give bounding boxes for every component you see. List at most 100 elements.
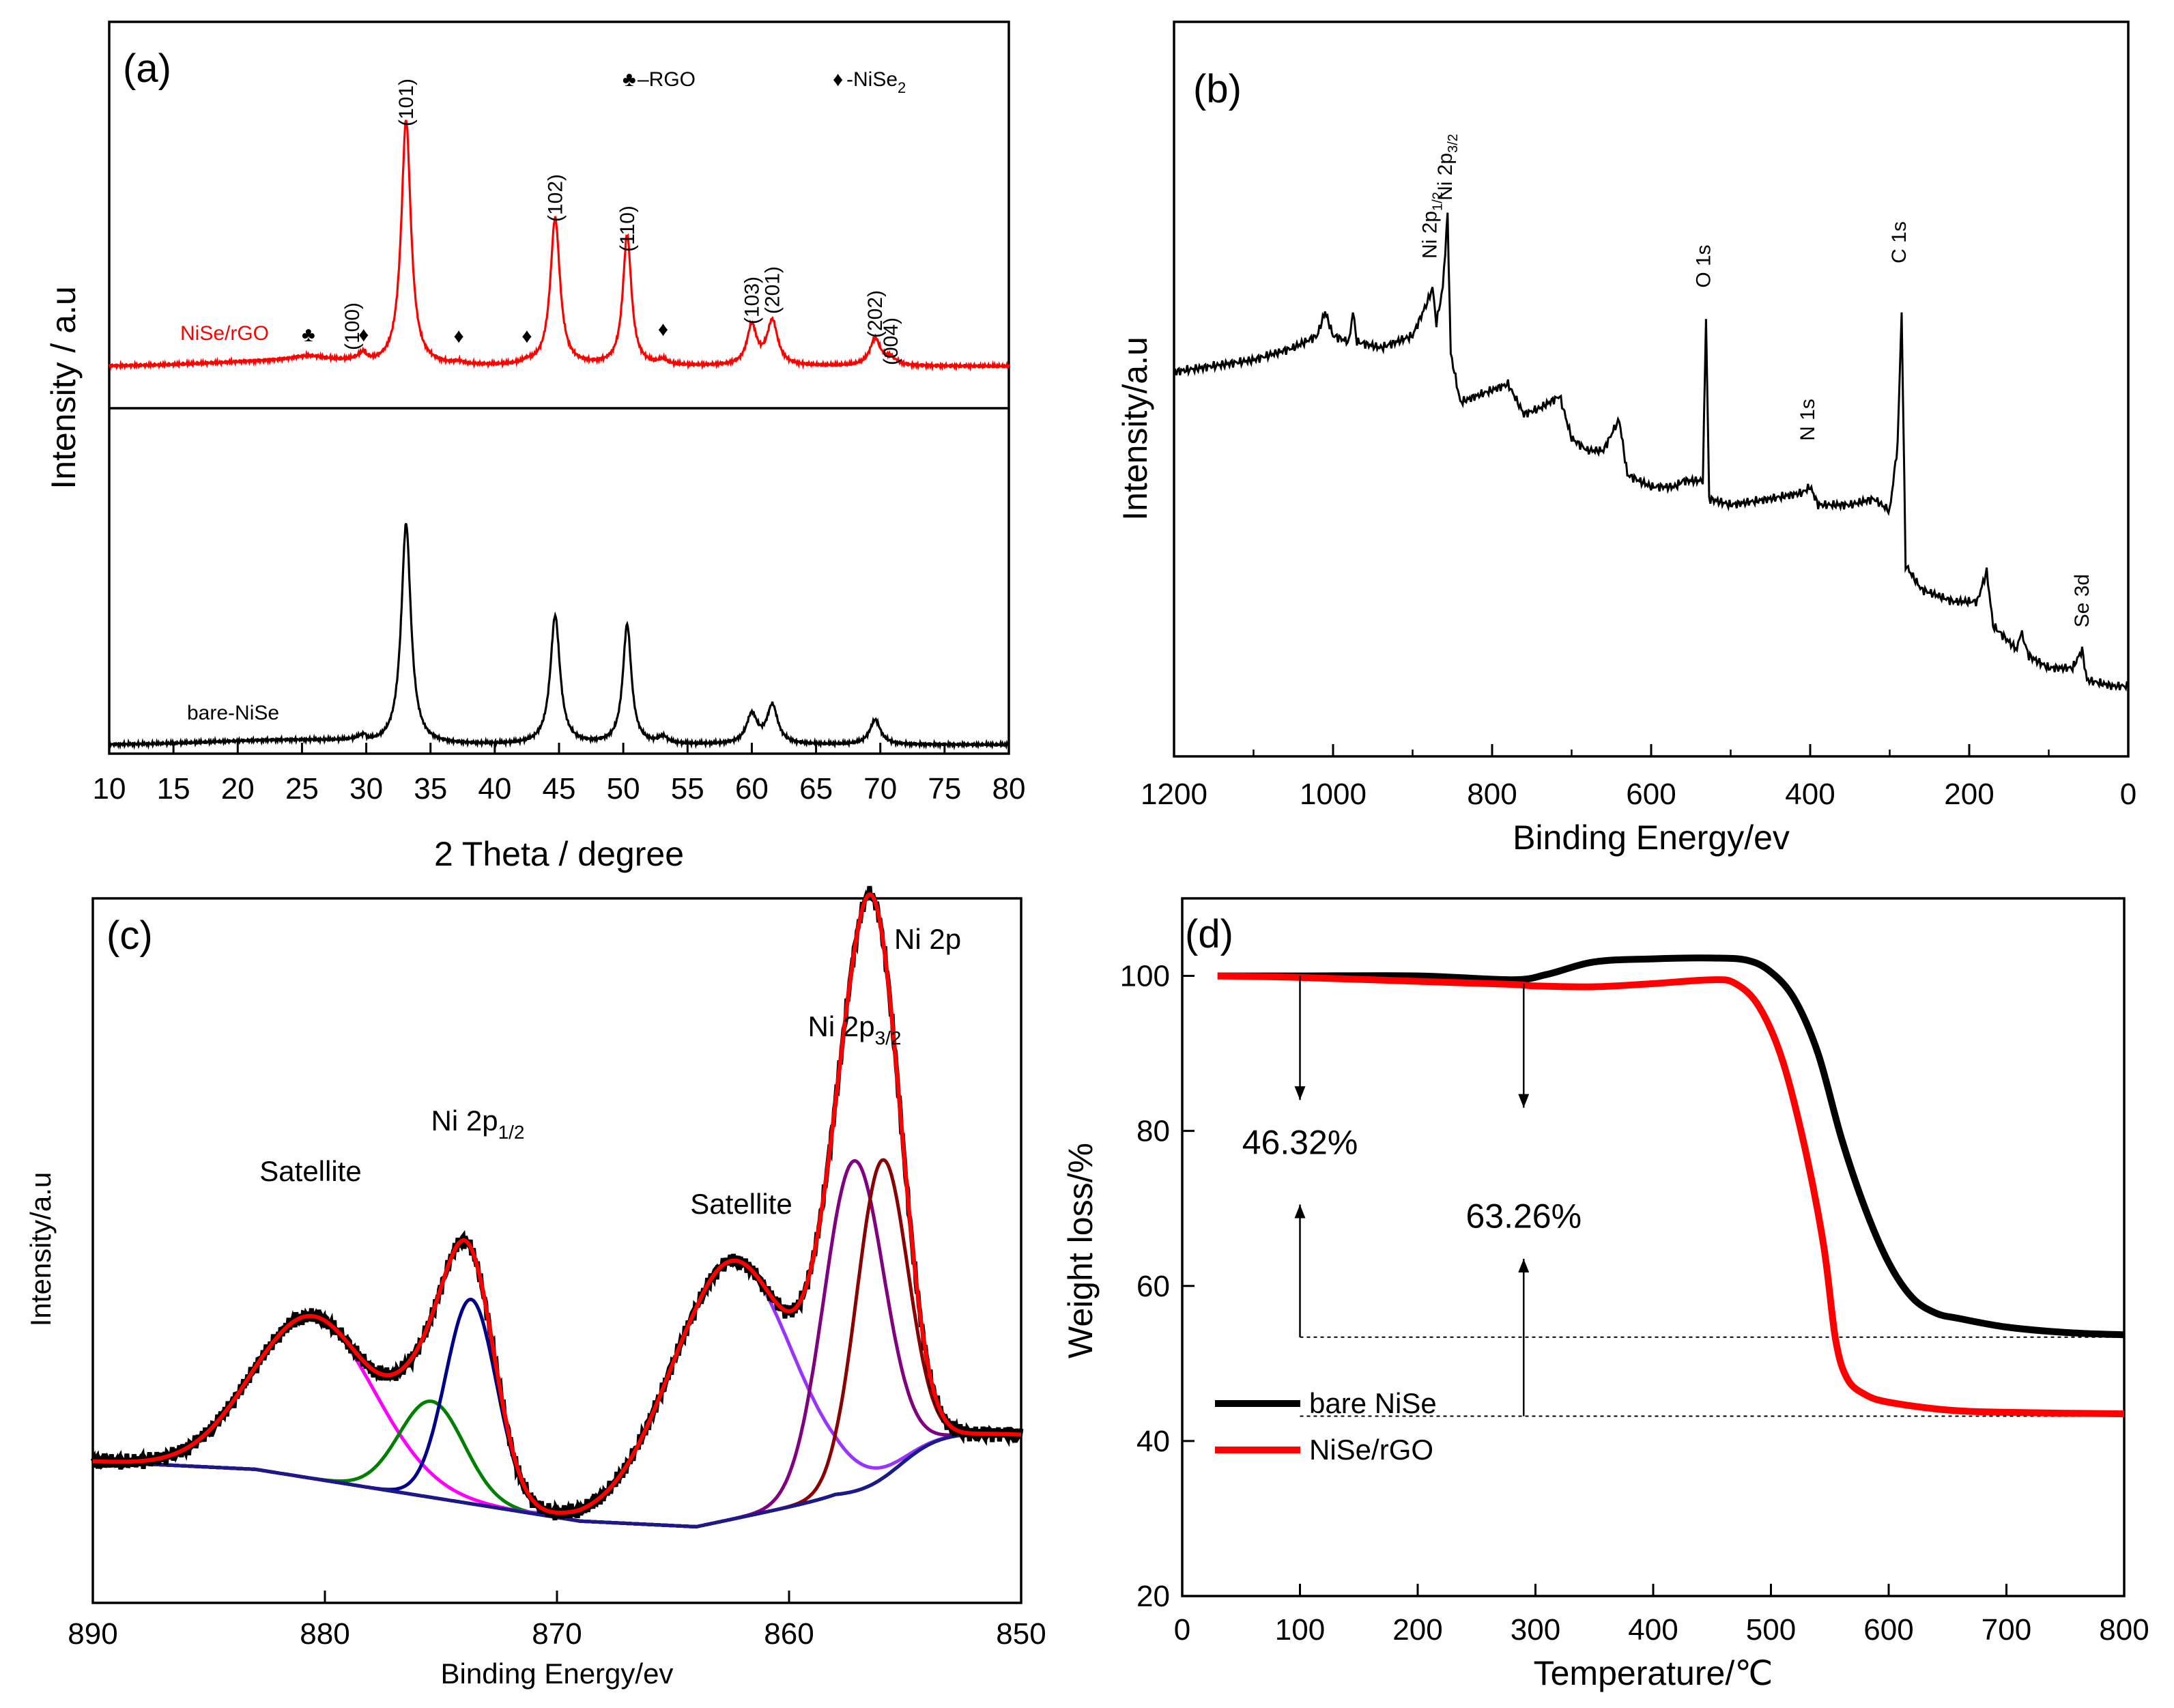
panel-d-legend: bare NiSe NiSe/rGO [1215,1387,1437,1466]
b-tick-label-200: 200 [1944,778,1994,811]
b-annotation-4: C 1s [1888,221,1911,264]
panel-b-series [1173,212,2130,692]
panel-c-label: (c) [106,913,153,958]
legend-bare-nise-label: bare NiSe [1309,1387,1437,1419]
legend-nise-rgo-label: NiSe/rGO [1309,1434,1433,1466]
b-tick-label-1000: 1000 [1300,778,1367,811]
c-annotation-0: Satellite [259,1155,361,1187]
d-arrow-head-3 [1518,1259,1530,1273]
a-marker-3: ♦ [521,325,532,347]
a-tick-label-80: 80 [992,772,1026,806]
a-tick-label-15: 15 [157,772,190,806]
panel-a-label: (a) [123,46,171,91]
d-xtick-label-400: 400 [1628,1613,1678,1647]
b-annotation-main-4: C 1s [1888,221,1911,264]
c-tick-label-870: 870 [532,1617,582,1651]
panel-a-series [108,119,1010,751]
a-tick-label-70: 70 [863,772,897,806]
d-xtick-label-600: 600 [1863,1613,1913,1647]
d-xtick-label-700: 700 [1982,1613,2031,1647]
d-series-bare-nise [1217,954,2125,1339]
c-annotation-2: Satellite [690,1188,792,1220]
a-tick-label-20: 20 [221,772,255,806]
a-tick-label-65: 65 [799,772,833,806]
legend-rgo-symbol: ♣ [623,68,636,91]
a-tick-label-75: 75 [928,772,961,806]
b-annotation-main-1: Ni 2p [1434,153,1457,201]
a-annotation-1: (100) [341,302,364,350]
b-annotation-main-3: N 1s [1797,399,1819,441]
a-tick-label-60: 60 [735,772,769,806]
d-arrow-head-1 [1294,1204,1306,1219]
a-series-bare-nise [108,523,1010,751]
panel-c-ni2p-spectrum: (c) Ni 2p 890 880 870 860 850 Satellite Ni 2p… [25,885,1046,1690]
a-tick-label-50: 50 [607,772,640,806]
panel-a-xrd-chart: (a) 10 15 20 25 30 35 40 45 50 55 60 65 70 75 80 (101)… [44,20,1026,873]
a-marker-2: ♦ [453,325,463,347]
d-annotation-0: 46.32% [1242,1124,1358,1162]
panel-b-y-title: Intensity/a.u [1116,337,1154,521]
series-label-bare-nise: bare-NiSe [187,702,279,724]
d-ytick-label-60: 60 [1136,1270,1170,1303]
panel-b-label: (b) [1193,67,1242,111]
c-tick-label-860: 860 [764,1617,814,1651]
a-annotation-0: (101) [395,79,418,126]
panel-a-x-ticks: 10 15 20 25 30 35 40 45 50 55 60 65 70 75 80 [93,743,1026,806]
a-marker-0: ♣ [302,324,315,346]
series-label-nise-rgo: NiSe/rGO [180,322,269,345]
a-tick-label-30: 30 [349,772,383,806]
d-xtick-label-500: 500 [1746,1613,1796,1647]
d-ytick-label-100: 100 [1120,960,1170,993]
a-annotation-4: (103) [741,276,763,324]
c-annotation-3: Ni 2p3/2 [808,1010,902,1049]
b-annotation-main-0: Ni 2p [1419,211,1442,259]
a-marker-4: ♦ [658,318,668,341]
b-annotation-2: O 1s [1692,244,1715,287]
b-series-survey [1173,212,2130,692]
b-annotation-main-2: O 1s [1692,244,1715,287]
d-ytick-label-20: 20 [1136,1580,1170,1613]
b-tick-label-800: 800 [1467,778,1517,811]
a-tick-label-55: 55 [671,772,704,806]
panel-d-reference-lines [1300,1336,2124,1417]
d-xtick-label-0: 0 [1174,1613,1190,1647]
panel-a-x-title: 2 Theta / degree [434,835,684,873]
a-series-nise-rgo [108,119,1010,372]
a-tick-label-35: 35 [414,772,447,806]
panel-b-x-title: Binding Energy/ev [1513,819,1790,857]
c-annotation-main-1: Ni 2p [431,1105,498,1137]
c-tick-label-850: 850 [996,1617,1046,1651]
panel-c-x-ticks: 890 880 870 860 850 [68,1591,1046,1651]
b-tick-label-0: 0 [2120,778,2136,811]
panel-a-annotations: (101) (100) (102) (110) (103)(201) (202)(004)… [302,79,902,365]
d-arrow-head-0 [1294,1086,1306,1100]
d-annotation-1: 63.26% [1465,1197,1582,1236]
c-annotation-sub-1: 1/2 [498,1122,525,1143]
panel-d-label: (d) [1185,912,1233,956]
legend-nise2-text: -NiSe2 [846,68,906,96]
a-tick-label-45: 45 [543,772,576,806]
panel-d-y-title: Weight loss/% [1061,1143,1100,1358]
b-annotation-1: Ni 2p3/2 [1434,134,1461,201]
d-xtick-label-800: 800 [2099,1613,2149,1647]
c-annotation-main-3: Ni 2p [808,1010,875,1042]
panel-b-xps-survey: (b) 1200 1000 800 600 400 200 0 Ni 2p1/2Ni 2p3… [1116,20,2136,857]
c-envelope [92,892,1021,1515]
panel-c-title: Ni 2p [894,923,961,955]
panel-c-series [90,885,1024,1529]
legend-nise2-main: -NiSe [846,68,898,91]
c-tick-label-890: 890 [68,1617,117,1651]
d-arrow-head-2 [1518,1094,1530,1108]
b-annotation-sub-0: 1/2 [1431,192,1446,211]
b-annotation-3: N 1s [1797,399,1819,441]
d-ytick-label-80: 80 [1136,1115,1170,1148]
panel-d-series [1217,954,2125,1418]
b-tick-label-400: 400 [1785,778,1835,811]
d-series-nise-rgo [1217,972,2125,1418]
panel-b-x-ticks: 1200 1000 800 600 400 200 0 [1141,744,2136,811]
a-annotation-7: (004) [880,317,902,365]
d-xtick-label-200: 200 [1392,1613,1442,1647]
panel-c-x-title: Binding Energy/ev [441,1657,674,1690]
legend-rgo-text: –RGO [638,68,696,91]
